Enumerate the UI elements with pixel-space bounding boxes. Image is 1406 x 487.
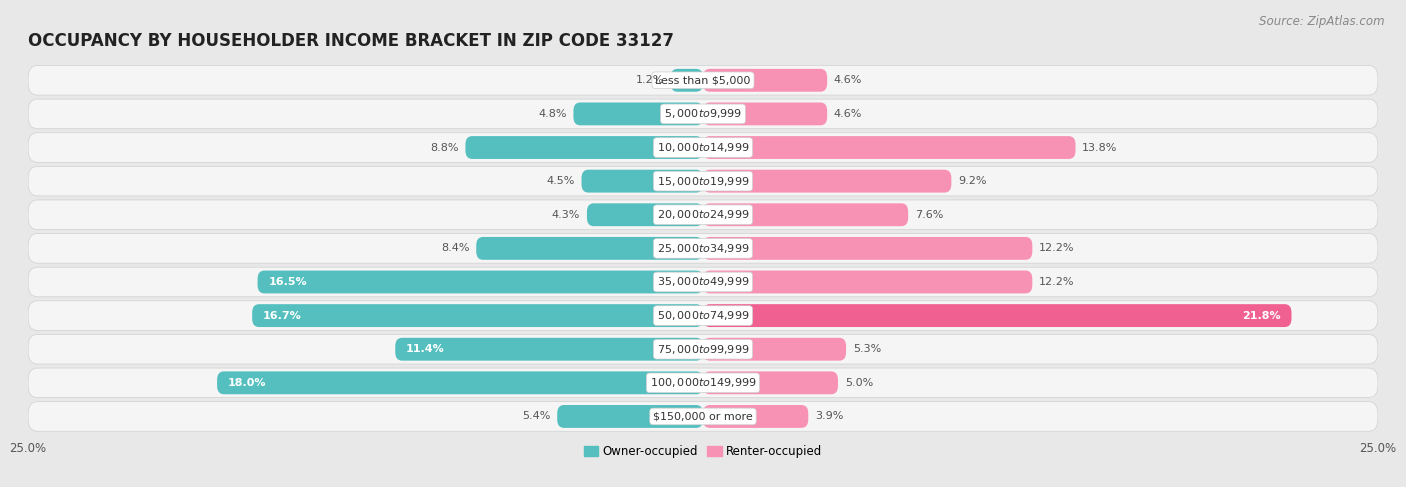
FancyBboxPatch shape	[28, 301, 1378, 330]
FancyBboxPatch shape	[28, 65, 1378, 95]
Text: $25,000 to $34,999: $25,000 to $34,999	[657, 242, 749, 255]
Text: 13.8%: 13.8%	[1083, 143, 1118, 152]
Text: $150,000 or more: $150,000 or more	[654, 412, 752, 421]
FancyBboxPatch shape	[703, 237, 1032, 260]
FancyBboxPatch shape	[28, 200, 1378, 229]
Text: 21.8%: 21.8%	[1241, 311, 1281, 320]
Text: $50,000 to $74,999: $50,000 to $74,999	[657, 309, 749, 322]
Text: 4.3%: 4.3%	[551, 210, 581, 220]
FancyBboxPatch shape	[257, 271, 703, 293]
Text: 8.8%: 8.8%	[430, 143, 458, 152]
FancyBboxPatch shape	[217, 372, 703, 394]
Text: 5.3%: 5.3%	[853, 344, 882, 354]
Text: 4.8%: 4.8%	[538, 109, 567, 119]
Text: 1.2%: 1.2%	[636, 75, 664, 85]
FancyBboxPatch shape	[671, 69, 703, 92]
Text: 7.6%: 7.6%	[915, 210, 943, 220]
FancyBboxPatch shape	[703, 204, 908, 226]
Text: 12.2%: 12.2%	[1039, 244, 1074, 253]
FancyBboxPatch shape	[28, 368, 1378, 397]
FancyBboxPatch shape	[28, 167, 1378, 196]
FancyBboxPatch shape	[703, 169, 952, 192]
Text: 4.5%: 4.5%	[547, 176, 575, 186]
FancyBboxPatch shape	[703, 405, 808, 428]
FancyBboxPatch shape	[28, 335, 1378, 364]
FancyBboxPatch shape	[557, 405, 703, 428]
Text: 16.7%: 16.7%	[263, 311, 302, 320]
Text: $20,000 to $24,999: $20,000 to $24,999	[657, 208, 749, 221]
Text: 11.4%: 11.4%	[406, 344, 444, 354]
FancyBboxPatch shape	[703, 136, 1076, 159]
Text: OCCUPANCY BY HOUSEHOLDER INCOME BRACKET IN ZIP CODE 33127: OCCUPANCY BY HOUSEHOLDER INCOME BRACKET …	[28, 32, 673, 50]
FancyBboxPatch shape	[28, 402, 1378, 431]
FancyBboxPatch shape	[252, 304, 703, 327]
Text: $100,000 to $149,999: $100,000 to $149,999	[650, 376, 756, 389]
Text: Less than $5,000: Less than $5,000	[655, 75, 751, 85]
Text: $10,000 to $14,999: $10,000 to $14,999	[657, 141, 749, 154]
FancyBboxPatch shape	[28, 234, 1378, 263]
Text: 4.6%: 4.6%	[834, 75, 862, 85]
FancyBboxPatch shape	[574, 102, 703, 125]
Text: $35,000 to $49,999: $35,000 to $49,999	[657, 276, 749, 288]
FancyBboxPatch shape	[703, 338, 846, 361]
FancyBboxPatch shape	[703, 372, 838, 394]
Text: $15,000 to $19,999: $15,000 to $19,999	[657, 175, 749, 187]
Text: 3.9%: 3.9%	[815, 412, 844, 421]
Text: 8.4%: 8.4%	[441, 244, 470, 253]
FancyBboxPatch shape	[28, 133, 1378, 162]
Text: 4.6%: 4.6%	[834, 109, 862, 119]
FancyBboxPatch shape	[395, 338, 703, 361]
FancyBboxPatch shape	[703, 304, 1292, 327]
Text: 5.4%: 5.4%	[522, 412, 551, 421]
Text: $5,000 to $9,999: $5,000 to $9,999	[664, 108, 742, 120]
FancyBboxPatch shape	[465, 136, 703, 159]
Text: 18.0%: 18.0%	[228, 378, 266, 388]
FancyBboxPatch shape	[28, 99, 1378, 129]
Legend: Owner-occupied, Renter-occupied: Owner-occupied, Renter-occupied	[579, 440, 827, 463]
FancyBboxPatch shape	[703, 69, 827, 92]
Text: $75,000 to $99,999: $75,000 to $99,999	[657, 343, 749, 356]
Text: 9.2%: 9.2%	[957, 176, 987, 186]
FancyBboxPatch shape	[582, 169, 703, 192]
FancyBboxPatch shape	[28, 267, 1378, 297]
FancyBboxPatch shape	[586, 204, 703, 226]
Text: 5.0%: 5.0%	[845, 378, 873, 388]
FancyBboxPatch shape	[703, 102, 827, 125]
FancyBboxPatch shape	[703, 271, 1032, 293]
Text: 16.5%: 16.5%	[269, 277, 307, 287]
Text: Source: ZipAtlas.com: Source: ZipAtlas.com	[1260, 15, 1385, 28]
Text: 12.2%: 12.2%	[1039, 277, 1074, 287]
FancyBboxPatch shape	[477, 237, 703, 260]
